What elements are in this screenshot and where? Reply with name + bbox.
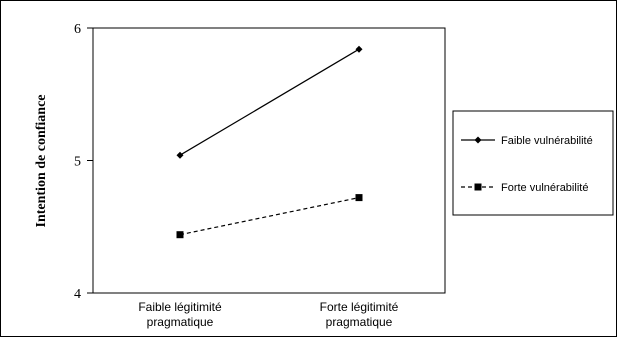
legend-box <box>453 111 613 215</box>
data-point-diamond <box>177 152 184 159</box>
x-axis: Faible légitimité pragmatique Forte légiti… <box>138 300 398 329</box>
y-tick-label: 4 <box>74 287 81 302</box>
y-tick-label: 5 <box>74 155 81 170</box>
x-tick-label: Forte légitimité pragmatique <box>320 300 399 329</box>
series-line-2 <box>180 198 359 235</box>
y-axis: 4 5 6 <box>74 22 93 302</box>
data-point-square <box>177 231 184 238</box>
series-layer <box>177 46 363 239</box>
plot-area <box>93 28 445 293</box>
legend-label-1: Faible vulnérabilité <box>501 135 593 147</box>
series-line-1 <box>180 49 359 155</box>
data-point-square <box>356 194 363 201</box>
x-tick-label: Faible légitimité pragmatique <box>138 300 222 329</box>
y-axis-label: Intention de confiance <box>34 95 49 228</box>
data-point-diamond <box>356 46 363 53</box>
legend-label-2: Forte vulnérabilité <box>501 182 588 194</box>
y-tick-label: 6 <box>74 22 81 37</box>
data-point-square <box>475 184 482 191</box>
